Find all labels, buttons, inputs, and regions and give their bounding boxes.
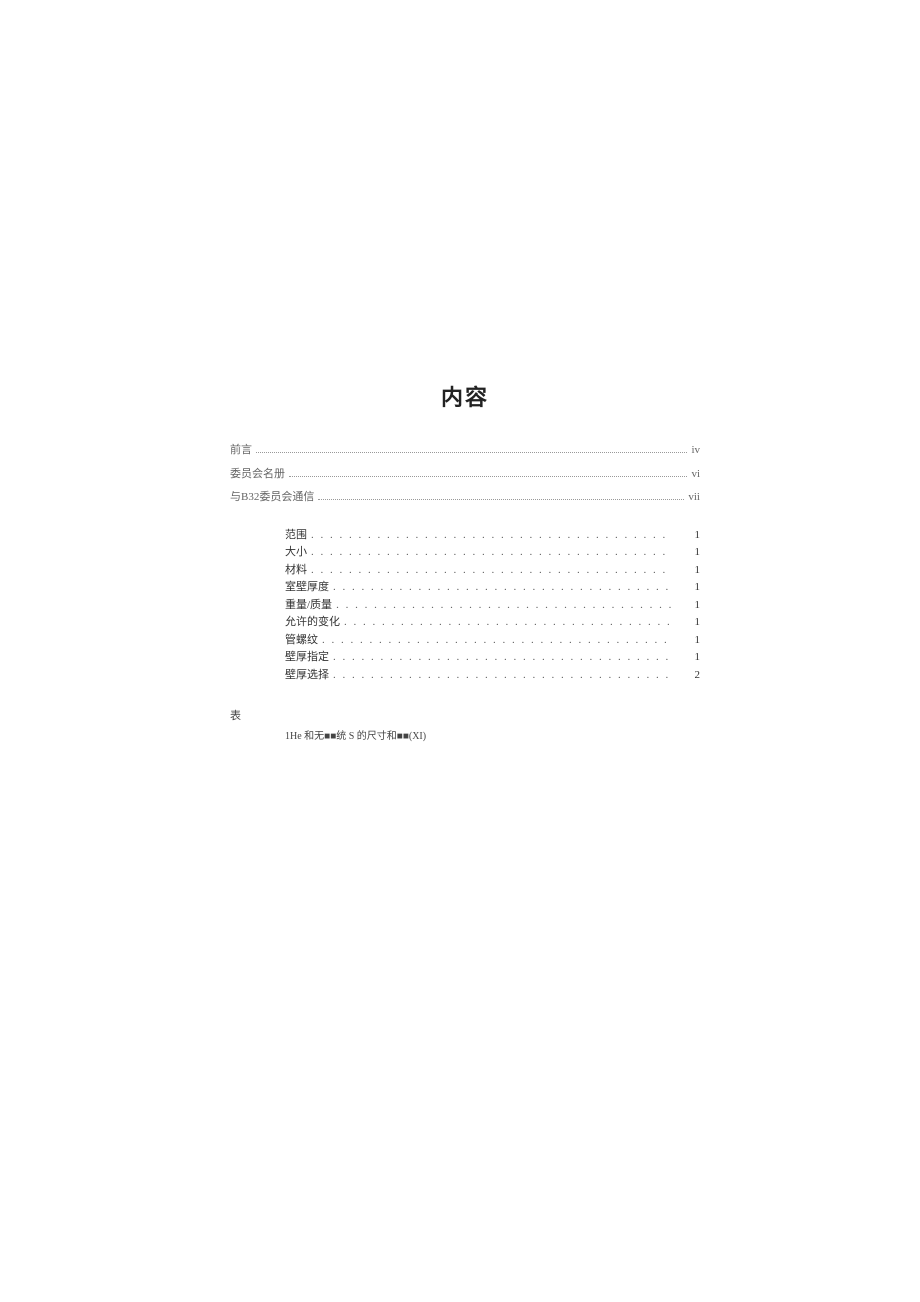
toc-main-page: 1: [676, 649, 700, 666]
tables-entry: 1He 和无■■统 S 的尺寸和■■(XI): [285, 727, 700, 742]
page-container: 内容 前言 iv 委员会名册 vi 与B32委员会通信 vii 范围 . . .…: [230, 380, 700, 742]
toc-front-item: 前言 iv: [230, 442, 700, 460]
toc-leader-dots: . . . . . . . . . . . . . . . . . . . . …: [311, 544, 672, 561]
toc-main-item: 大小 . . . . . . . . . . . . . . . . . . .…: [285, 544, 700, 561]
toc-main-label: 材料: [285, 562, 307, 579]
toc-main-item: 室壁厚度 . . . . . . . . . . . . . . . . . .…: [285, 579, 700, 596]
toc-front-page: iv: [691, 442, 700, 460]
toc-main-item: 材料 . . . . . . . . . . . . . . . . . . .…: [285, 562, 700, 579]
toc-main-item: 壁厚选择 . . . . . . . . . . . . . . . . . .…: [285, 667, 700, 684]
toc-main-item: 范围 . . . . . . . . . . . . . . . . . . .…: [285, 527, 700, 544]
toc-title: 内容: [230, 380, 700, 412]
toc-main-page: 1: [676, 632, 700, 649]
toc-front-matter: 前言 iv 委员会名册 vi 与B32委员会通信 vii: [230, 442, 700, 507]
toc-leader-dots: . . . . . . . . . . . . . . . . . . . . …: [333, 649, 672, 666]
toc-main-page: 1: [676, 562, 700, 579]
toc-main-label: 大小: [285, 544, 307, 561]
toc-main-item: 壁厚指定 . . . . . . . . . . . . . . . . . .…: [285, 649, 700, 666]
toc-leader-dots: . . . . . . . . . . . . . . . . . . . . …: [336, 597, 672, 614]
toc-front-label: 前言: [230, 442, 252, 460]
toc-main-page: 1: [676, 544, 700, 561]
toc-leader-dots: [289, 476, 687, 477]
toc-leader-dots: . . . . . . . . . . . . . . . . . . . . …: [333, 667, 672, 684]
toc-front-page: vi: [691, 466, 700, 484]
toc-main-page: 1: [676, 579, 700, 596]
toc-main-page: 1: [676, 597, 700, 614]
tables-heading: 表: [230, 707, 700, 723]
toc-main-label: 范围: [285, 527, 307, 544]
toc-leader-dots: . . . . . . . . . . . . . . . . . . . . …: [311, 562, 672, 579]
toc-leader-dots: . . . . . . . . . . . . . . . . . . . . …: [344, 614, 672, 631]
toc-front-item: 委员会名册 vi: [230, 466, 700, 484]
toc-main-label: 允许的变化: [285, 614, 340, 631]
toc-front-page: vii: [688, 489, 700, 507]
toc-main-entries: 范围 . . . . . . . . . . . . . . . . . . .…: [285, 527, 700, 684]
toc-main-item: 重量/质量 . . . . . . . . . . . . . . . . . …: [285, 597, 700, 614]
toc-leader-dots: . . . . . . . . . . . . . . . . . . . . …: [322, 632, 672, 649]
toc-main-page: 1: [676, 614, 700, 631]
toc-main-label: 重量/质量: [285, 597, 332, 614]
toc-main-page: 2: [676, 667, 700, 684]
toc-main-label: 室壁厚度: [285, 579, 329, 596]
tables-section: 表 1He 和无■■统 S 的尺寸和■■(XI): [230, 707, 700, 742]
toc-leader-dots: [318, 499, 684, 500]
toc-front-label: 委员会名册: [230, 466, 285, 484]
toc-front-label: 与B32委员会通信: [230, 489, 314, 507]
toc-leader-dots: . . . . . . . . . . . . . . . . . . . . …: [333, 579, 672, 596]
toc-main-label: 壁厚选择: [285, 667, 329, 684]
toc-front-item: 与B32委员会通信 vii: [230, 489, 700, 507]
toc-main-label: 管螺纹: [285, 632, 318, 649]
toc-leader-dots: [256, 452, 687, 453]
toc-main-page: 1: [676, 527, 700, 544]
toc-main-item: 管螺纹 . . . . . . . . . . . . . . . . . . …: [285, 632, 700, 649]
toc-main-label: 壁厚指定: [285, 649, 329, 666]
toc-leader-dots: . . . . . . . . . . . . . . . . . . . . …: [311, 527, 672, 544]
toc-main-item: 允许的变化 . . . . . . . . . . . . . . . . . …: [285, 614, 700, 631]
